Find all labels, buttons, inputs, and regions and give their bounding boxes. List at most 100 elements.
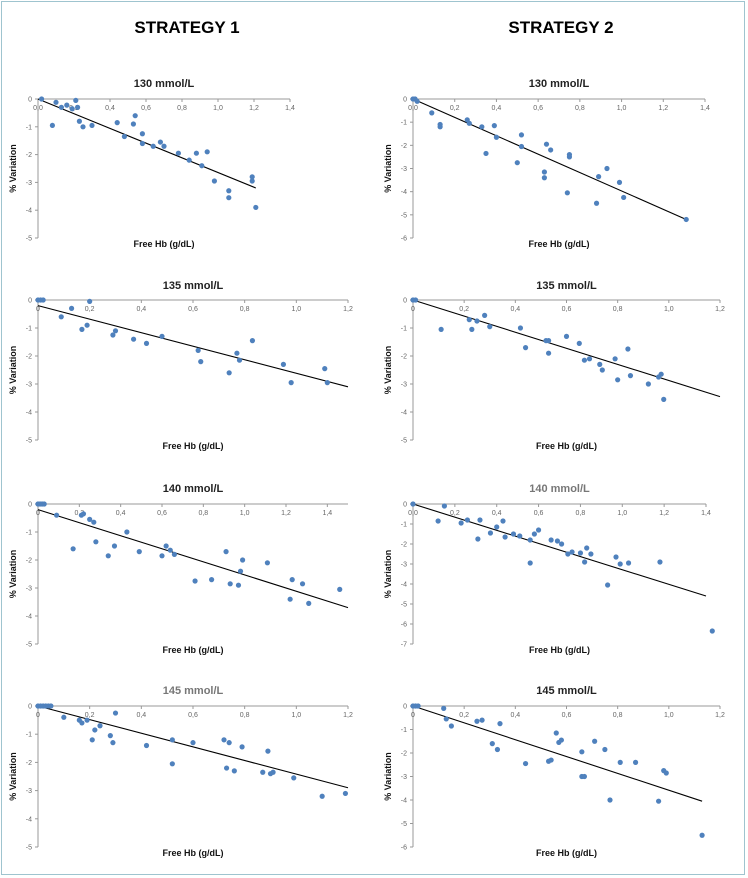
y-tick-label: -5	[401, 438, 407, 445]
data-point	[489, 741, 495, 747]
data-point	[70, 546, 76, 552]
x-axis-label: Free Hb (g/dL)	[536, 848, 597, 858]
chart-title: 135 mmol/L	[536, 280, 597, 292]
data-point	[491, 123, 497, 129]
x-tick-label: 0,8	[240, 306, 250, 313]
y-tick-label: 0	[403, 502, 407, 509]
data-point	[84, 322, 90, 328]
data-point	[518, 143, 525, 150]
x-tick-label: 0,8	[177, 105, 187, 112]
data-point	[617, 759, 623, 766]
x-tick-label: 1,0	[664, 306, 674, 313]
data-point	[204, 149, 210, 155]
x-tick-label: 1,2	[343, 712, 353, 719]
y-axis-label: % Variation	[8, 144, 18, 193]
data-point	[39, 96, 45, 102]
data-point	[270, 769, 276, 775]
y-tick-label: -6	[401, 622, 407, 629]
x-tick-label: 1,4	[285, 105, 295, 112]
data-point	[40, 297, 46, 303]
chart-panel-s1-130: 130 mmol/L0,00,20,40,60,81,01,21,40-1-2-…	[8, 78, 295, 249]
x-tick-label: 1,2	[658, 105, 668, 112]
data-point	[175, 150, 181, 156]
x-tick-label: 1,2	[281, 510, 291, 517]
data-point	[319, 793, 325, 799]
data-point	[195, 347, 201, 353]
data-point	[249, 338, 256, 344]
x-tick-label: 0	[36, 712, 40, 719]
data-point	[531, 531, 537, 537]
data-point	[84, 717, 90, 723]
data-point	[548, 757, 554, 763]
data-point	[237, 568, 244, 574]
data-point	[510, 531, 517, 537]
trendline	[412, 705, 703, 802]
data-point	[605, 582, 611, 588]
x-tick-label: 0,4	[492, 105, 502, 112]
data-point	[239, 744, 245, 750]
x-tick-label: 0,2	[85, 712, 95, 719]
y-tick-label: -5	[401, 212, 407, 219]
data-point	[599, 367, 605, 373]
x-tick-label: 1,0	[291, 712, 301, 719]
y-tick-label: 0	[28, 502, 32, 509]
y-tick-label: -4	[401, 798, 407, 805]
y-axis-label: % Variation	[383, 346, 393, 395]
data-point	[288, 380, 294, 386]
x-tick-label: 1,0	[664, 712, 674, 719]
data-point	[541, 175, 548, 181]
x-tick-label: 1,2	[715, 712, 725, 719]
trendline	[37, 509, 349, 609]
y-tick-label: -1	[401, 522, 407, 529]
data-point	[159, 333, 165, 339]
data-point	[80, 124, 86, 130]
x-tick-label: 0,4	[136, 712, 146, 719]
data-point	[111, 543, 118, 549]
data-point	[548, 537, 554, 543]
data-point	[193, 150, 199, 156]
data-point	[548, 147, 554, 153]
data-point	[493, 134, 500, 140]
y-axis-label: % Variation	[8, 346, 18, 395]
data-point	[494, 746, 501, 753]
data-point	[543, 141, 550, 147]
data-point	[75, 104, 81, 110]
x-tick-label: 0,2	[459, 306, 469, 313]
chart-title: 145 mmol/L	[163, 685, 224, 697]
y-tick-label: -3	[401, 382, 407, 389]
y-tick-label: -2	[401, 143, 407, 150]
x-tick-label: 0,8	[575, 105, 585, 112]
x-tick-label: 0,6	[188, 306, 198, 313]
data-point	[514, 160, 520, 166]
data-point	[522, 760, 529, 767]
data-point	[617, 561, 623, 567]
y-tick-label: 0	[403, 298, 407, 305]
x-axis-label: Free Hb (g/dL)	[163, 848, 224, 858]
data-point	[487, 324, 493, 330]
data-point	[612, 356, 618, 362]
y-axis-label: % Variation	[383, 752, 393, 801]
data-point	[107, 733, 113, 739]
y-tick-label: -5	[401, 602, 407, 609]
data-point	[223, 765, 230, 771]
data-point	[58, 314, 64, 320]
data-point	[91, 519, 97, 525]
x-tick-label: 0	[36, 306, 40, 313]
y-tick-label: -5	[26, 845, 32, 852]
y-tick-label: -3	[401, 166, 407, 173]
data-point	[517, 325, 524, 331]
data-point	[249, 178, 255, 184]
data-point	[143, 742, 150, 749]
data-point	[554, 538, 561, 544]
data-point	[54, 512, 60, 518]
data-point	[93, 539, 99, 545]
data-point	[130, 121, 136, 127]
x-tick-label: 1,2	[343, 306, 353, 313]
y-tick-label: -4	[26, 410, 32, 417]
data-point	[342, 790, 349, 797]
y-tick-label: 0	[28, 298, 32, 305]
y-tick-label: -2	[401, 542, 407, 549]
data-point	[87, 516, 93, 523]
